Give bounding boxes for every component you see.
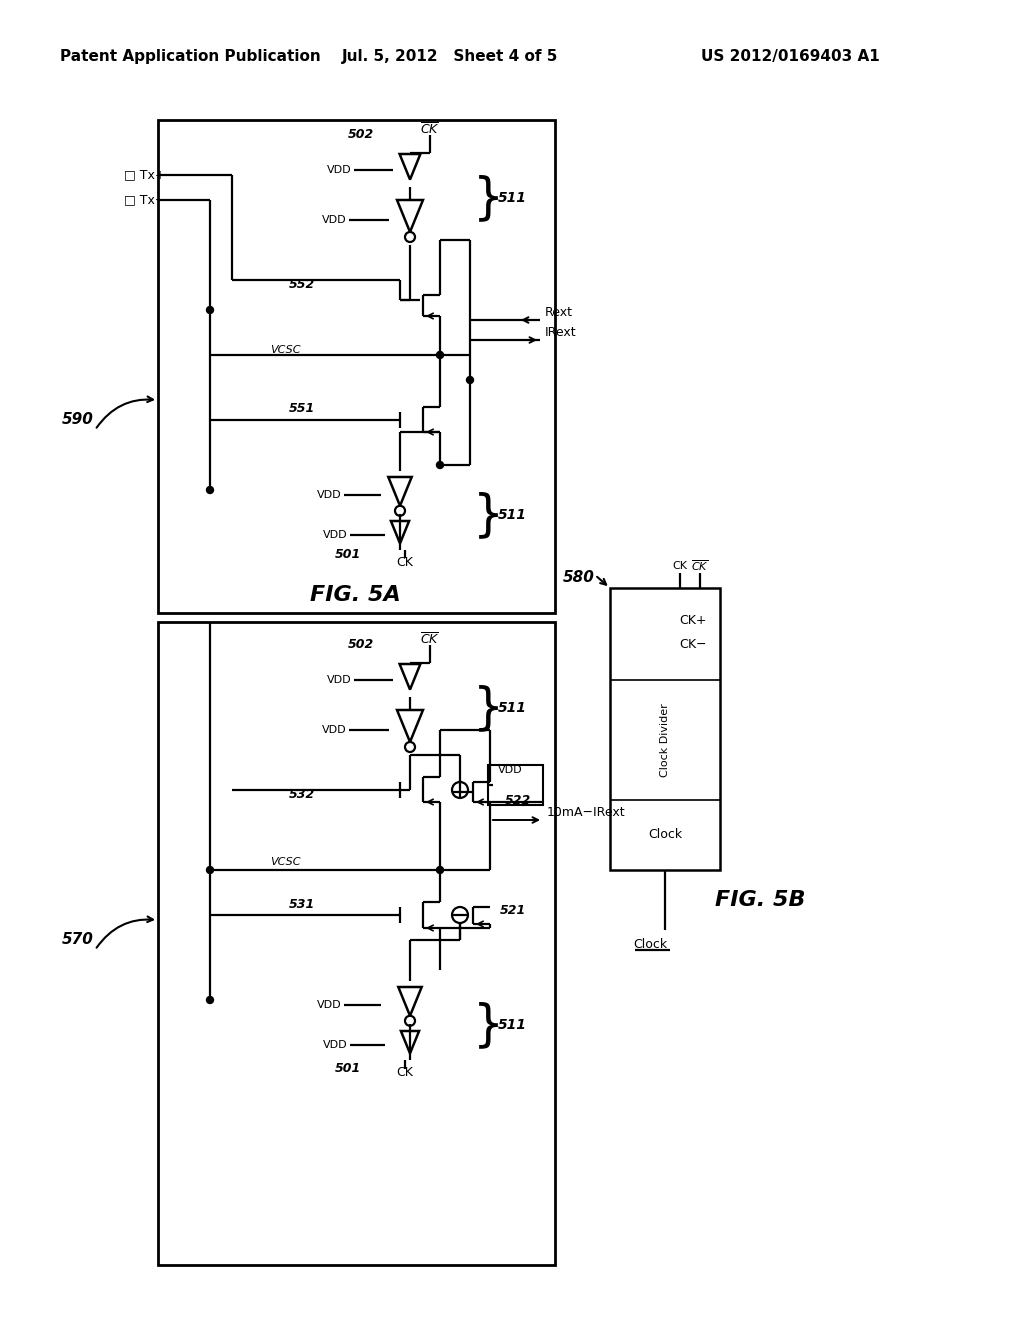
Text: VDD: VDD xyxy=(324,531,348,540)
Circle shape xyxy=(436,462,443,469)
Text: 511: 511 xyxy=(498,1018,527,1032)
Circle shape xyxy=(467,376,473,384)
Circle shape xyxy=(436,351,443,359)
Text: 10mA−IRext: 10mA−IRext xyxy=(547,805,626,818)
Text: VDD: VDD xyxy=(328,675,352,685)
Text: VDD: VDD xyxy=(328,165,352,176)
Text: VCSC: VCSC xyxy=(270,345,300,355)
Text: 531: 531 xyxy=(289,899,315,912)
Text: Rext: Rext xyxy=(545,306,573,319)
Text: CK: CK xyxy=(396,1067,414,1080)
Text: Clock: Clock xyxy=(633,939,667,952)
Circle shape xyxy=(207,487,213,494)
Text: 521: 521 xyxy=(500,903,526,916)
Text: CK: CK xyxy=(396,556,414,569)
Text: 580: 580 xyxy=(563,569,595,585)
Text: VDD: VDD xyxy=(323,215,347,224)
Text: 552: 552 xyxy=(289,279,315,292)
Text: VDD: VDD xyxy=(323,725,347,735)
Text: 532: 532 xyxy=(289,788,315,801)
Text: $\overline{CK}$: $\overline{CK}$ xyxy=(420,632,440,648)
Circle shape xyxy=(436,866,443,874)
Circle shape xyxy=(207,997,213,1003)
Text: }: } xyxy=(473,174,504,222)
Text: 501: 501 xyxy=(335,549,361,561)
Text: 570: 570 xyxy=(62,932,94,948)
Circle shape xyxy=(207,866,213,874)
Text: VDD: VDD xyxy=(317,1001,342,1010)
Text: 522: 522 xyxy=(505,793,531,807)
Text: $\overline{CK}$: $\overline{CK}$ xyxy=(691,558,709,573)
Text: 511: 511 xyxy=(498,508,527,521)
Text: 502: 502 xyxy=(348,639,374,652)
Text: Clock Divider: Clock Divider xyxy=(660,704,670,777)
Text: 511: 511 xyxy=(498,191,527,205)
Text: }: } xyxy=(473,491,504,539)
Text: CK: CK xyxy=(673,561,687,572)
Text: 502: 502 xyxy=(348,128,374,141)
Text: VDD: VDD xyxy=(324,1040,348,1049)
Bar xyxy=(158,120,555,612)
Text: IRext: IRext xyxy=(545,326,577,339)
Text: US 2012/0169403 A1: US 2012/0169403 A1 xyxy=(700,49,880,65)
Text: 551: 551 xyxy=(289,401,315,414)
Text: VCSC: VCSC xyxy=(270,857,300,867)
Text: VDD: VDD xyxy=(498,766,522,775)
Bar xyxy=(488,766,543,805)
Text: CK$-$: CK$-$ xyxy=(679,639,707,652)
Text: FIG. 5B: FIG. 5B xyxy=(715,890,805,909)
Circle shape xyxy=(207,306,213,314)
Bar xyxy=(158,622,555,1265)
Bar xyxy=(610,587,720,870)
Text: }: } xyxy=(473,1001,504,1049)
Text: }: } xyxy=(473,684,504,733)
Text: Jul. 5, 2012   Sheet 4 of 5: Jul. 5, 2012 Sheet 4 of 5 xyxy=(342,49,558,65)
Text: □ Tx+: □ Tx+ xyxy=(124,169,166,181)
Text: 590: 590 xyxy=(62,412,94,428)
Text: Clock: Clock xyxy=(648,829,682,842)
Text: $\overline{CK}$: $\overline{CK}$ xyxy=(420,123,440,137)
Text: FIG. 5A: FIG. 5A xyxy=(309,585,400,605)
Text: 511: 511 xyxy=(498,701,527,715)
Text: 501: 501 xyxy=(335,1061,361,1074)
Text: CK+: CK+ xyxy=(679,614,707,627)
Text: VDD: VDD xyxy=(317,490,342,500)
Text: □ Tx−: □ Tx− xyxy=(124,194,165,206)
Text: Patent Application Publication: Patent Application Publication xyxy=(59,49,321,65)
